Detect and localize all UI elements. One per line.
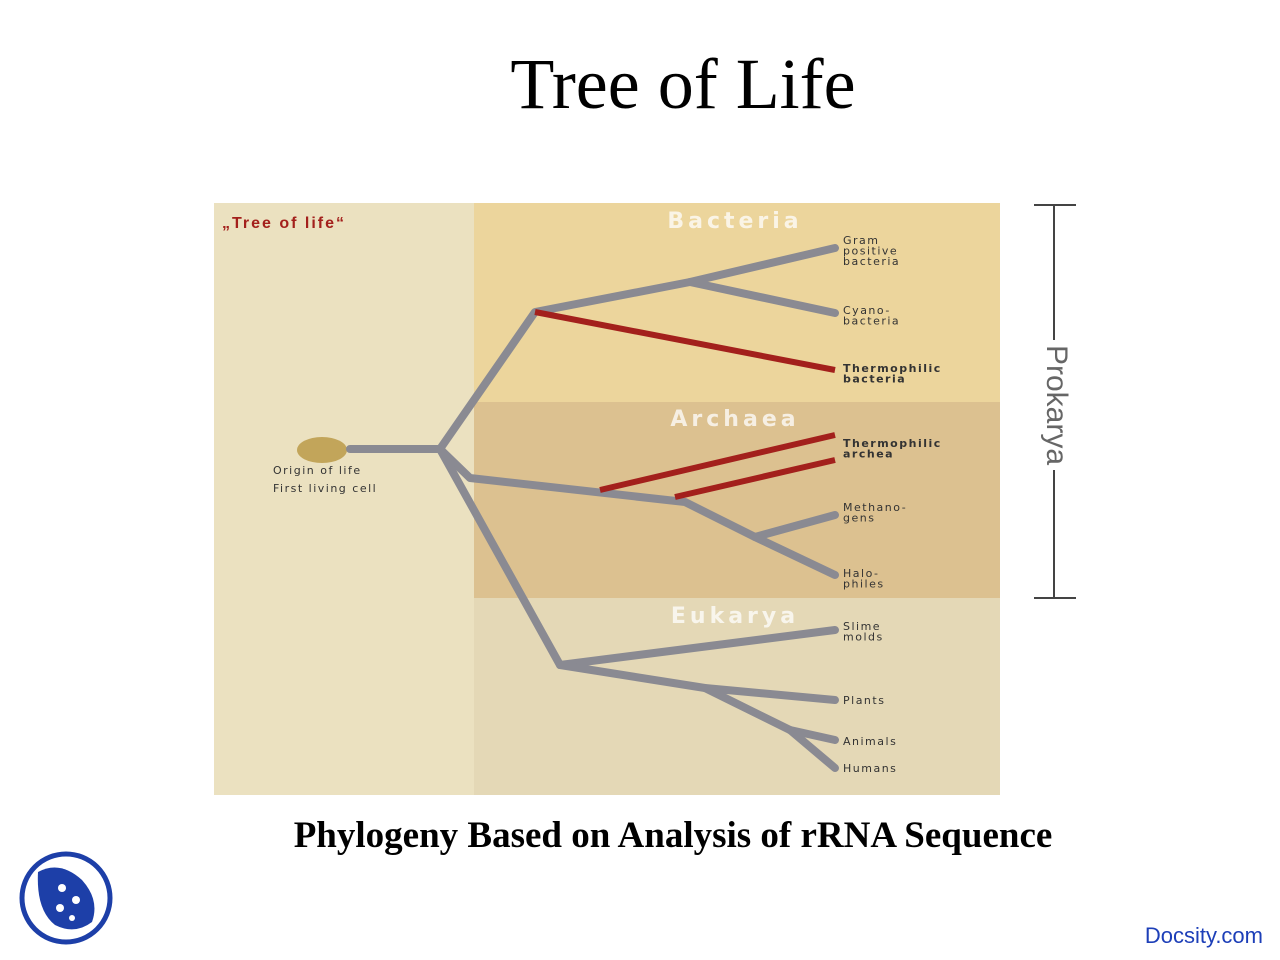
leaf-label: Methano- xyxy=(843,501,907,514)
domain-label: Eukarya xyxy=(671,604,799,629)
branches xyxy=(346,244,839,772)
leaf-label: archea xyxy=(843,448,894,461)
origin-label: Origin of life xyxy=(273,464,362,477)
leaf-label: positive xyxy=(843,245,898,258)
leaf-label: Slime xyxy=(843,620,881,633)
archaea-panel xyxy=(474,402,1000,598)
leaf-labels: GrampositivebacteriaCyano-bacteriaThermo… xyxy=(843,234,942,775)
prokarya-bracket: Prokarya xyxy=(1034,204,1076,599)
leaf-label: Plants xyxy=(843,694,885,707)
left-panel xyxy=(214,203,474,795)
diagram-heading: „Tree of life“ xyxy=(222,215,346,232)
slide-title: Tree of Life xyxy=(510,44,855,124)
caption: Phylogeny Based on Analysis of rRNA Sequ… xyxy=(294,815,1053,856)
leaf-label: Animals xyxy=(843,735,897,748)
bacteria-panel xyxy=(474,203,1000,402)
footer-link[interactable]: Docsity.com xyxy=(1145,923,1263,948)
bracket-label: Prokarya xyxy=(1040,345,1073,465)
leaf-label: Gram xyxy=(843,234,880,247)
leaf-label: gens xyxy=(843,512,875,525)
leaf-label: philes xyxy=(843,578,885,591)
leaf-label: Thermophilic xyxy=(843,437,942,450)
leaf-label: bacteria xyxy=(843,373,906,386)
leaf-label: molds xyxy=(843,631,884,644)
leaf-label: bacteria xyxy=(843,255,900,268)
leaf-label: Thermophilic xyxy=(843,362,942,375)
diagram: „Tree of life“ Bacteria Archaea Eukarya … xyxy=(214,203,1000,795)
origin-label: First living cell xyxy=(273,482,377,495)
domain-label: Archaea xyxy=(670,407,799,432)
logo xyxy=(19,851,113,945)
leaf-label: Cyano- xyxy=(843,304,891,317)
eukarya-panel xyxy=(474,598,1000,795)
origin-cell xyxy=(297,437,347,463)
leaf-label: Halo- xyxy=(843,567,879,580)
leaf-label: Humans xyxy=(843,762,897,775)
leaf-label: bacteria xyxy=(843,315,900,328)
domain-label: Bacteria xyxy=(667,209,802,234)
